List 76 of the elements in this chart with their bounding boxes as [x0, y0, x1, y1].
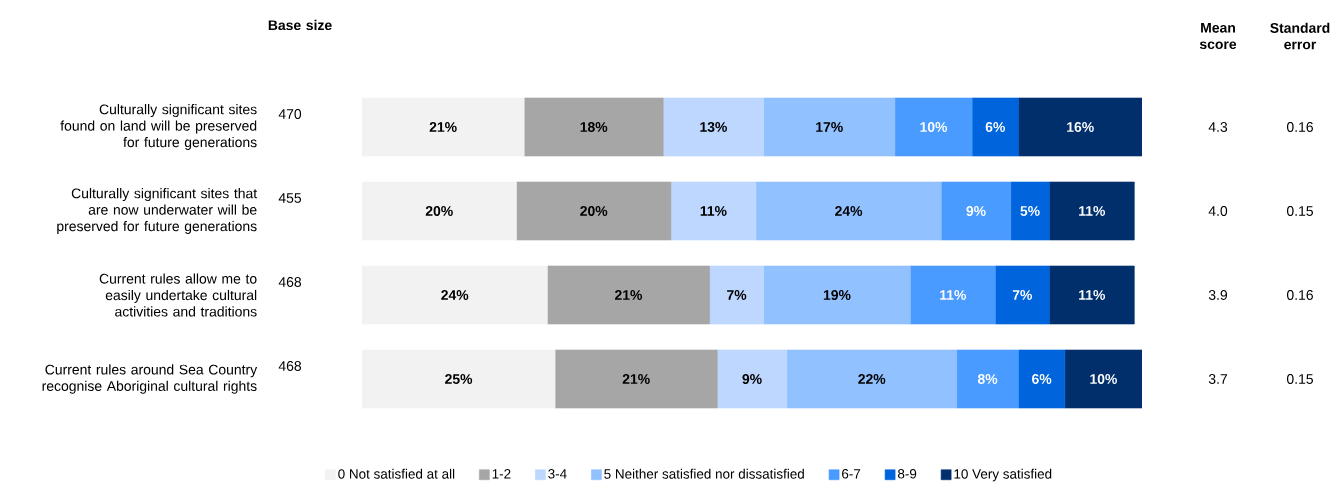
- data-label: 11%: [940, 290, 967, 300]
- legend-label: 6-7: [842, 469, 861, 479]
- y-tick-label: Culturally significant sites found on land will be preserved for future generations: [60, 104, 257, 150]
- data-label: 7%: [1012, 290, 1033, 300]
- bar: [910, 265, 996, 325]
- data-label: 9%: [966, 206, 986, 216]
- data-label: 11%: [1079, 290, 1106, 300]
- legend-label: 10 Very satisfied: [954, 468, 1052, 482]
- data-label: 13%: [700, 122, 727, 132]
- bar: [709, 265, 764, 325]
- data-label: 19%: [823, 290, 851, 300]
- text: 468: [278, 361, 302, 371]
- bar: [971, 97, 1019, 157]
- text: 468: [278, 277, 302, 287]
- data-label: 7%: [727, 290, 747, 300]
- y-tick-label: Current rules around Sea Country recognise Aboriginal cultural rights: [42, 364, 258, 394]
- data-label: 21%: [614, 290, 643, 300]
- data-label: 17%: [816, 122, 843, 132]
- data-label: 5%: [1020, 206, 1040, 216]
- data-label: 16%: [1067, 122, 1094, 132]
- bar: [940, 181, 1012, 241]
- bar: [1049, 265, 1135, 325]
- data-label: 21%: [622, 374, 650, 384]
- bar: [994, 265, 1050, 325]
- text: 455: [278, 193, 302, 203]
- text: 470: [278, 109, 302, 119]
- bar: [523, 97, 664, 157]
- data-label: 21%: [429, 122, 457, 132]
- legend-label: 3-4: [548, 469, 567, 479]
- data-label: 6%: [985, 122, 1005, 132]
- bar: [516, 181, 672, 241]
- data-label: 10%: [920, 122, 948, 132]
- text: 4.3: [1208, 122, 1228, 132]
- bar: [763, 265, 911, 325]
- bar: [894, 97, 973, 157]
- data-label: 24%: [835, 206, 863, 216]
- data-label: 8%: [977, 374, 998, 384]
- text: Standard error: [1270, 22, 1330, 50]
- bar: [1018, 349, 1066, 409]
- data-label: 20%: [425, 206, 453, 216]
- data-label: 24%: [441, 290, 469, 300]
- bar: [1049, 181, 1135, 241]
- bar: [755, 181, 942, 241]
- data-label: 18%: [580, 122, 608, 132]
- y-tick-label: Culturally significant sites that are now underwater will be preserved for future generations: [57, 188, 258, 234]
- text: Base size: [268, 19, 332, 31]
- data-label: 6%: [1032, 374, 1052, 384]
- bar: [763, 97, 896, 157]
- data-label: 25%: [445, 374, 473, 384]
- bar: [547, 265, 710, 325]
- bar: [554, 349, 718, 409]
- data-label: 9%: [742, 374, 762, 384]
- bar: [956, 349, 1019, 409]
- data-label: 11%: [1079, 206, 1106, 216]
- text: 3.9: [1208, 290, 1228, 300]
- text: 0.15: [1286, 206, 1313, 216]
- text: 0.16: [1286, 290, 1313, 300]
- y-tick-label: Current rules allow me to easily undertake cultural activities and traditions: [99, 273, 257, 317]
- bar: [670, 181, 757, 241]
- text: Mean score: [1199, 22, 1237, 50]
- bar: [786, 349, 957, 409]
- legend-label: 5 Neither satisfied nor dissatisfied: [604, 468, 804, 479]
- text: 0.16: [1286, 122, 1313, 132]
- data-label: 10%: [1090, 374, 1117, 384]
- bar: [1010, 181, 1050, 241]
- bar: [662, 97, 764, 157]
- legend-label: 1-2: [492, 469, 511, 479]
- text: 4.0: [1208, 206, 1228, 216]
- legend-label: 8-9: [897, 469, 917, 479]
- bar: [716, 349, 788, 409]
- text: 3.7: [1208, 374, 1228, 384]
- data-label: 22%: [858, 374, 886, 384]
- legend-label: 0 Not satisfied at all: [338, 468, 455, 479]
- data-label: 20%: [580, 206, 608, 216]
- text: 0.15: [1286, 374, 1313, 384]
- data-label: 11%: [700, 206, 727, 216]
